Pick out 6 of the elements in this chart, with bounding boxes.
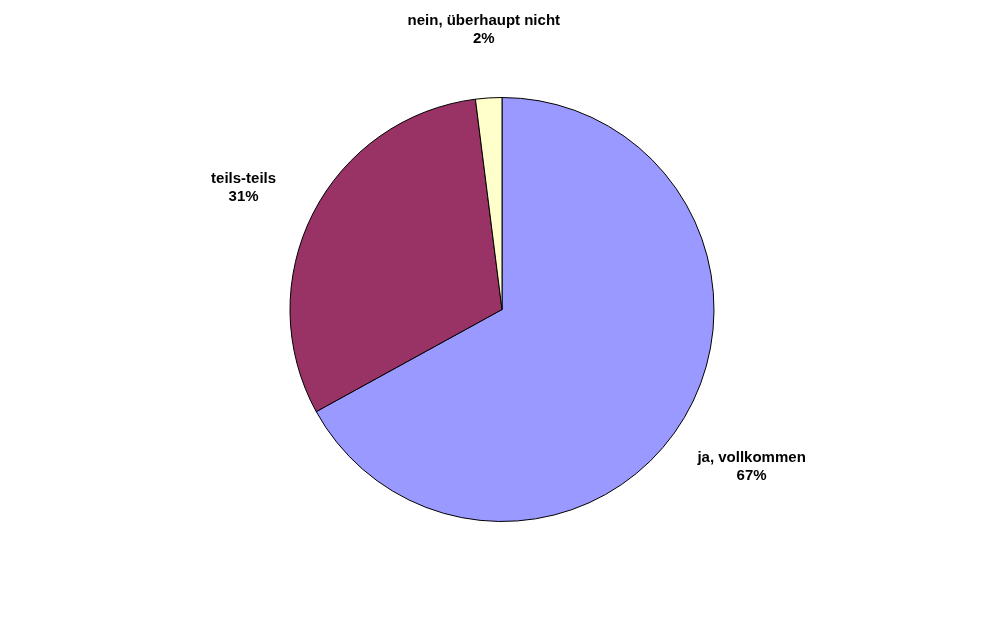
data-label: 67% <box>736 466 767 484</box>
data-label: 2% <box>472 29 495 47</box>
data-label: 31% <box>228 186 259 204</box>
slice-label: ja, vollkommen <box>696 448 806 466</box>
slice-label: teils-teils <box>211 168 277 186</box>
slice-label: nein, überhaupt nicht <box>407 11 561 29</box>
